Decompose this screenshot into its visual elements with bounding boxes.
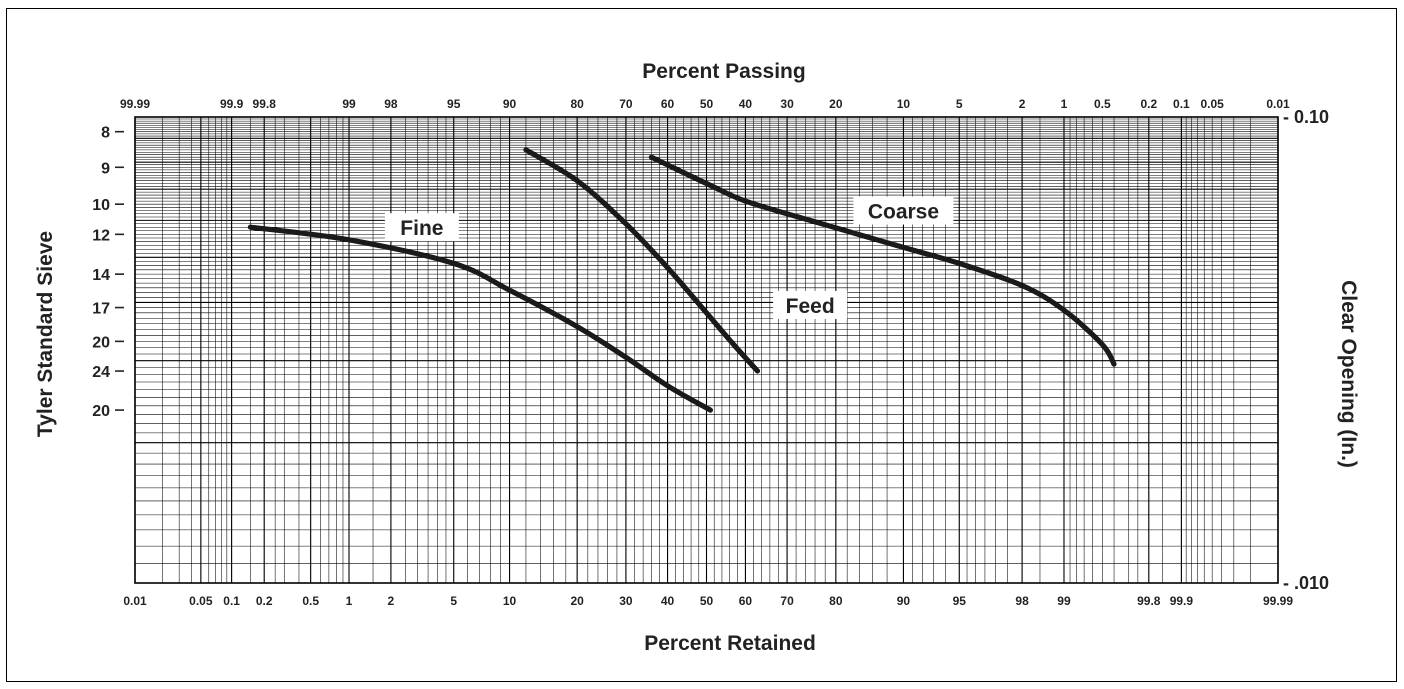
curve-label-coarse: Coarse xyxy=(868,201,939,224)
top-tick-label: 2 xyxy=(1019,97,1026,111)
top-tick-label: 70 xyxy=(619,97,633,111)
bottom-tick-label: 60 xyxy=(739,594,753,608)
curve-fine xyxy=(247,224,713,413)
bottom-tick-label: 80 xyxy=(829,594,843,608)
bottom-tick-label: 90 xyxy=(897,594,911,608)
bottom-tick-label: 1 xyxy=(346,594,353,608)
top-tick-label: 20 xyxy=(829,97,843,111)
bottom-tick-label: 20 xyxy=(570,594,584,608)
bottom-tick-label: 95 xyxy=(953,594,967,608)
percent-retained-ticks: 0.01 0.05 0.1 0.2 0.5 1 2 5 10 20 30 40 50 60 70 80 90 95… xyxy=(123,594,1293,608)
sieve-tick-label: 20 xyxy=(92,334,110,351)
bottom-tick-label: 30 xyxy=(619,594,633,608)
top-tick-label: 95 xyxy=(447,97,461,111)
clear-opening-ticks: - 0.10 - .010 xyxy=(1283,107,1329,593)
sieve-tick-label: 17 xyxy=(92,301,110,318)
top-tick-label: 80 xyxy=(570,97,584,111)
chart-frame xyxy=(6,8,1397,682)
curve-label-fine: Fine xyxy=(400,217,443,240)
top-tick-label: 40 xyxy=(739,97,753,111)
curve-label-bg-fine xyxy=(384,213,459,242)
top-tick-label: 0.05 xyxy=(1200,97,1224,111)
top-tick-label: 30 xyxy=(780,97,794,111)
top-tick-label: 5 xyxy=(956,97,963,111)
top-tick-label: 99.8 xyxy=(253,97,277,111)
curve-label-feed: Feed xyxy=(786,295,835,318)
opening-tick-label: - 0.10 xyxy=(1283,107,1329,127)
bottom-tick-label: 98 xyxy=(1015,594,1029,608)
curve-label-bg-coarse xyxy=(853,196,954,225)
top-tick-label: 1 xyxy=(1061,97,1068,111)
sieve-tick-label: 24 xyxy=(92,364,110,381)
sieve-tick-label: 14 xyxy=(92,267,110,284)
bottom-axis-title: Percent Retained xyxy=(644,632,816,655)
bottom-tick-label: 99.9 xyxy=(1170,594,1194,608)
bottom-tick-label: 99.99 xyxy=(1263,594,1293,608)
top-tick-label: 60 xyxy=(661,97,675,111)
left-axis-title: Tyler Standard Sieve xyxy=(34,231,57,437)
bottom-tick-label: 0.05 xyxy=(189,594,213,608)
sieve-tick-label: 8 xyxy=(101,125,110,142)
curve-feed xyxy=(523,147,761,374)
bottom-tick-label: 0.5 xyxy=(302,594,319,608)
top-tick-label: 90 xyxy=(503,97,517,111)
top-tick-label: 0.5 xyxy=(1094,97,1111,111)
curve-coarse xyxy=(648,154,1117,367)
bottom-tick-label: 40 xyxy=(661,594,675,608)
probability-log-grid xyxy=(134,116,1279,584)
bottom-tick-label: 2 xyxy=(388,594,395,608)
right-axis-title: Clear Opening (In.) xyxy=(1337,280,1360,468)
top-tick-label: 99.99 xyxy=(120,97,150,111)
top-tick-label: 99.9 xyxy=(220,97,244,111)
bottom-tick-label: 0.1 xyxy=(223,594,240,608)
sieve-tick-label: 10 xyxy=(92,197,110,214)
top-axis-title: Percent Passing xyxy=(642,60,805,83)
tyler-sieve-ticks: 8 9 10 12 14 17 20 24 20 xyxy=(92,125,124,420)
sieve-tick-label: 12 xyxy=(92,227,110,244)
bottom-tick-label: 0.01 xyxy=(123,594,147,608)
top-tick-label: 98 xyxy=(384,97,398,111)
bottom-tick-label: 50 xyxy=(700,594,714,608)
curve-labels: Fine Feed Coarse xyxy=(384,196,954,319)
bottom-tick-label: 99 xyxy=(1057,594,1071,608)
sieve-tick-label: 9 xyxy=(101,160,110,177)
opening-tick-label: - .010 xyxy=(1283,573,1329,593)
percent-passing-ticks: 99.99 99.9 99.8 99 98 95 90 80 70 60 50 40 30 20 10 5 2 1… xyxy=(120,97,1290,111)
top-tick-label: 0.2 xyxy=(1140,97,1157,111)
top-tick-label: 50 xyxy=(700,97,714,111)
bottom-tick-label: 0.2 xyxy=(256,594,273,608)
top-tick-label: 0.1 xyxy=(1173,97,1190,111)
distribution-curves xyxy=(247,147,1117,413)
bottom-tick-label: 99.8 xyxy=(1137,594,1161,608)
bottom-tick-label: 70 xyxy=(780,594,794,608)
sieve-tick-label: 20 xyxy=(92,403,110,420)
top-tick-label: 10 xyxy=(897,97,911,111)
curve-label-bg-feed xyxy=(773,290,848,319)
bottom-tick-label: 5 xyxy=(450,594,457,608)
top-tick-label: 99 xyxy=(342,97,356,111)
top-tick-label: 0.01 xyxy=(1266,97,1290,111)
bottom-tick-label: 10 xyxy=(503,594,517,608)
